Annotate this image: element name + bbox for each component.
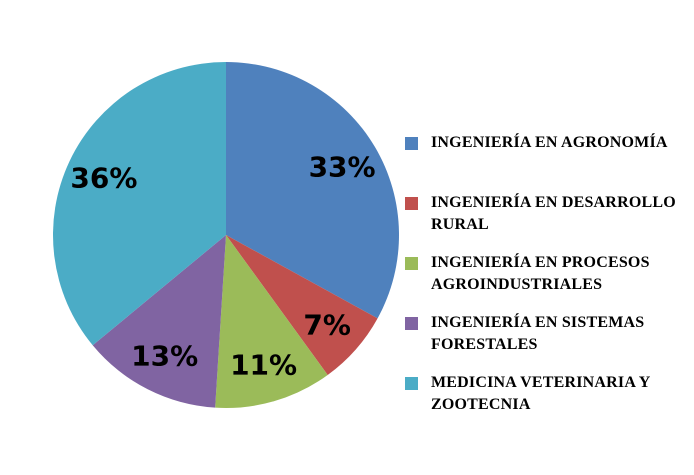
- pie-slice-4: [53, 62, 226, 346]
- pie-slices: [53, 62, 399, 409]
- legend-swatch-agronomia: [405, 137, 418, 150]
- pie-slice-3: [92, 235, 226, 408]
- legend-item-agronomia: INGENIERÍA EN AGRONOMÍA: [405, 132, 677, 154]
- pie-slice-0: [226, 62, 399, 319]
- legend-item-medicina-veterinaria: MEDICINA VETERINARIA Y ZOOTECNIA: [405, 372, 677, 416]
- legend-swatch-medicina-veterinaria: [405, 377, 418, 390]
- legend-item-sistemas-forestales: INGENIERÍA EN SISTEMAS FORESTALES: [405, 312, 677, 356]
- legend-label-sistemas-forestales: INGENIERÍA EN SISTEMAS FORESTALES: [431, 314, 645, 353]
- legend-item-desarrollo-rural: INGENIERÍA EN DESARROLLO RURAL: [405, 192, 677, 236]
- chart-legend: INGENIERÍA EN AGRONOMÍA INGENIERÍA EN DE…: [405, 0, 677, 475]
- pie-slice-1: [226, 235, 378, 375]
- pie-slice-value-label-1: 7%: [303, 308, 351, 341]
- legend-item-procesos-agroindustriales: INGENIERÍA EN PROCESOS AGROINDUSTRIALES: [405, 252, 677, 296]
- legend-swatch-desarrollo-rural: [405, 197, 418, 210]
- legend-swatch-sistemas-forestales: [405, 317, 418, 330]
- pie-slice-value-label-4: 36%: [70, 162, 137, 195]
- legend-swatch-procesos-agroindustriales: [405, 257, 418, 270]
- pie-slice-2: [215, 235, 328, 409]
- pie-slice-labels: 33% 7%11% 13% 36%: [70, 150, 375, 381]
- legend-label-agronomia: INGENIERÍA EN AGRONOMÍA: [431, 134, 668, 151]
- legend-label-procesos-agroindustriales: INGENIERÍA EN PROCESOS AGROINDUSTRIALES: [431, 254, 650, 293]
- pie-slice-value-label-0: 33%: [309, 150, 376, 183]
- pie-slice-value-label-3: 13%: [131, 339, 198, 372]
- legend-label-desarrollo-rural: INGENIERÍA EN DESARROLLO RURAL: [431, 194, 676, 233]
- pie-slice-value-label-2: 11%: [230, 349, 297, 382]
- legend-label-medicina-veterinaria: MEDICINA VETERINARIA Y ZOOTECNIA: [431, 374, 651, 413]
